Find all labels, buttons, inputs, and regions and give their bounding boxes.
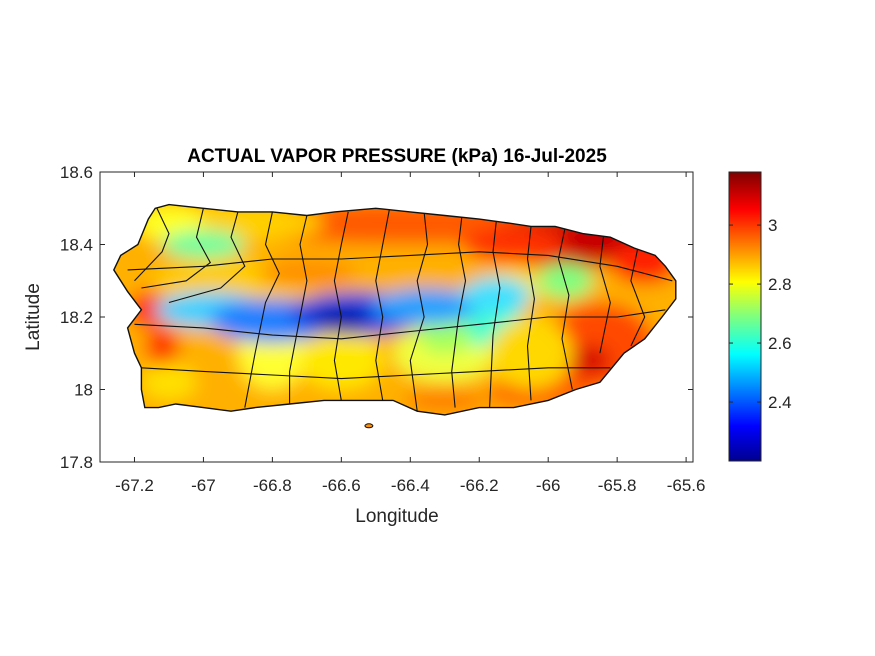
map-title: ACTUAL VAPOR PRESSURE (kPa) 16-Jul-2025 xyxy=(187,146,607,167)
municipality-boundary xyxy=(134,204,170,282)
municipality-boundary xyxy=(630,247,646,347)
municipality-boundary xyxy=(333,211,349,401)
y-tick-label: 18.4 xyxy=(60,236,93,255)
x-tick-label: -67 xyxy=(191,476,216,495)
municipality-boundary xyxy=(127,251,673,282)
municipality-boundary xyxy=(141,208,212,289)
y-axis-label: Latitude xyxy=(23,283,44,351)
y-tick-label: 18 xyxy=(74,381,93,400)
municipality-boundary xyxy=(289,215,308,404)
municipality-boundary xyxy=(557,226,573,390)
colorbar-tick-label: 2.6 xyxy=(768,334,792,353)
municipality-boundary xyxy=(134,309,666,340)
colorbar-tick-label: 2.4 xyxy=(768,393,792,412)
x-tick-label: -65.8 xyxy=(598,476,637,495)
municipality-boundary xyxy=(141,367,611,380)
x-tick-label: -66.4 xyxy=(391,476,430,495)
x-tick-label: -66 xyxy=(536,476,561,495)
municipality-boundary xyxy=(244,211,280,408)
x-tick-label: -65.6 xyxy=(667,476,706,495)
y-tick-label: 18.6 xyxy=(60,163,93,182)
y-tick-label: 17.8 xyxy=(60,453,93,472)
municipality-boundary xyxy=(409,211,429,412)
y-tick-label: 18.2 xyxy=(60,308,93,327)
municipality-boundary xyxy=(451,215,467,408)
island-coastline xyxy=(113,203,677,416)
x-tick-label: -67.2 xyxy=(115,476,154,495)
x-axis-label: Longitude xyxy=(355,506,438,527)
colorbar xyxy=(728,171,762,462)
municipality-boundary xyxy=(489,219,501,408)
y-axis: 17.8 18 18.2 18.4 18.6 xyxy=(60,163,693,472)
islet xyxy=(364,423,374,429)
colorbar-tick-label: 3 xyxy=(768,216,777,235)
municipality-boundary xyxy=(375,208,391,401)
colorbar-axis: 2.4 2.6 2.8 3 xyxy=(729,216,792,412)
municipality-boundary xyxy=(526,226,535,401)
municipality-boundary xyxy=(168,211,246,304)
colorbar-tick-label: 2.8 xyxy=(768,275,792,294)
x-axis: -67.2 -67 -66.8 -66.6 -66.4 -66.2 -66 -65.8 -65.… xyxy=(115,172,705,495)
municipality-boundary xyxy=(599,237,611,354)
x-tick-label: -66.8 xyxy=(253,476,292,495)
x-tick-label: -66.6 xyxy=(322,476,361,495)
x-tick-label: -66.2 xyxy=(460,476,499,495)
municipality-boundaries xyxy=(127,204,673,412)
